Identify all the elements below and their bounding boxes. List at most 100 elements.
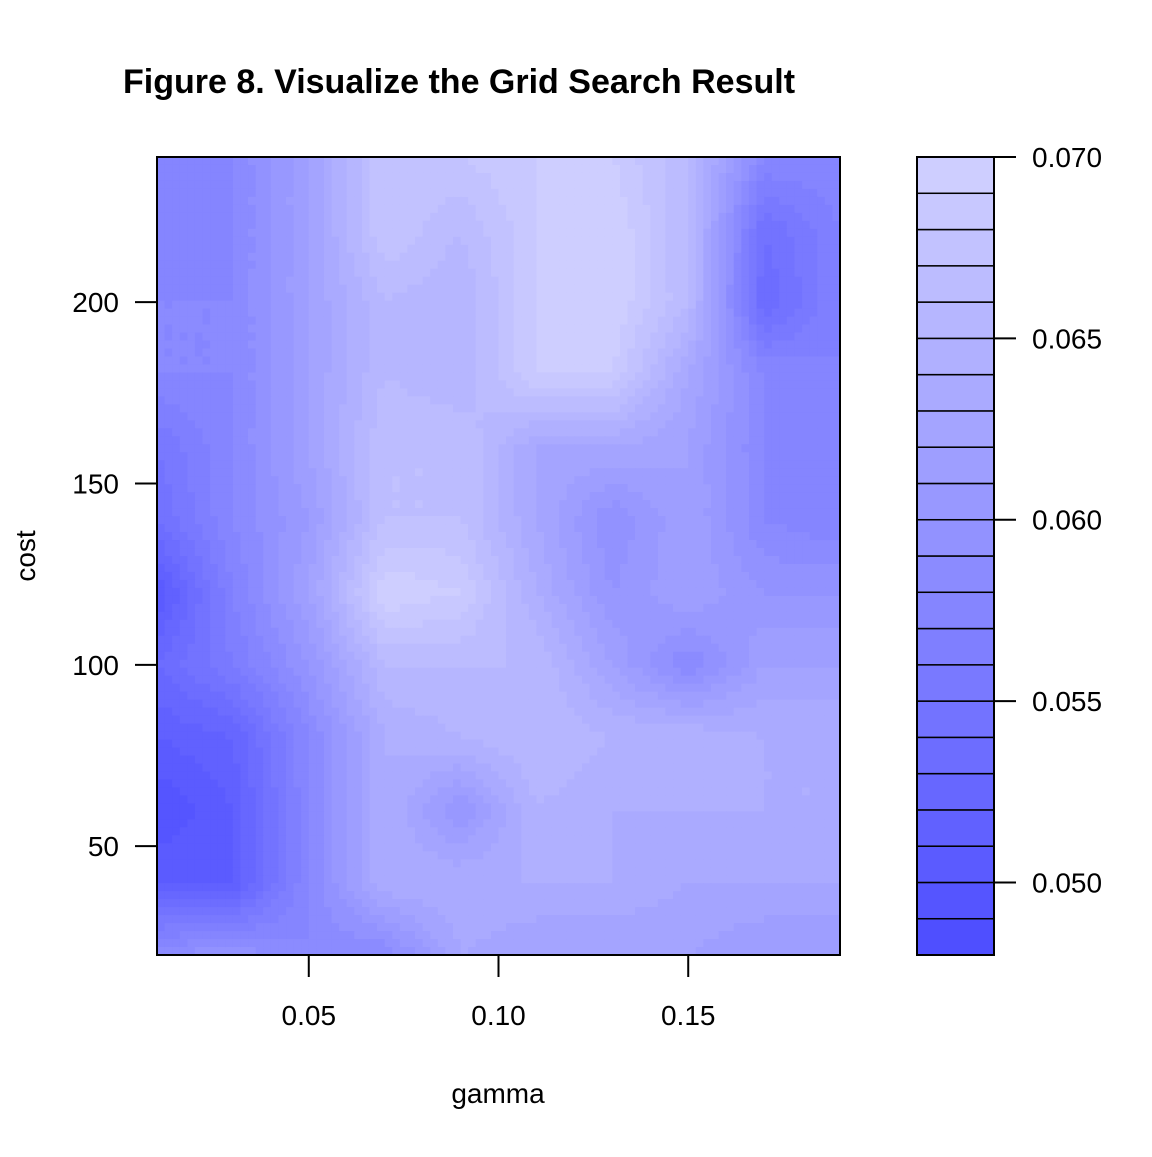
- heatmap-cell: [809, 587, 818, 597]
- heatmap-cell: [399, 268, 409, 278]
- heatmap-cell: [642, 157, 651, 166]
- heatmap-cell: [635, 252, 644, 262]
- heatmap-cell: [475, 212, 484, 222]
- heatmap-cell: [293, 548, 302, 557]
- heatmap-cell: [187, 444, 196, 453]
- heatmap-cell: [551, 540, 560, 549]
- heatmap-cell: [323, 508, 333, 517]
- heatmap-cell: [574, 579, 583, 589]
- heatmap-cell: [756, 292, 765, 302]
- heatmap-cell: [422, 372, 431, 382]
- heatmap-cell: [771, 364, 780, 374]
- heatmap-cell: [316, 372, 325, 382]
- heatmap-cell: [748, 484, 758, 493]
- heatmap-cell: [733, 587, 742, 597]
- heatmap-cell: [452, 348, 462, 358]
- heatmap-cell: [794, 252, 803, 262]
- heatmap-cell: [210, 516, 219, 525]
- heatmap-cell: [490, 579, 500, 589]
- heatmap-cell: [642, 180, 651, 190]
- heatmap-cell: [642, 532, 651, 541]
- heatmap-cell: [308, 157, 317, 166]
- heatmap-cell: [270, 404, 280, 413]
- heatmap-cell: [566, 396, 575, 405]
- heatmap-cell: [194, 340, 204, 350]
- heatmap-cell: [824, 579, 834, 589]
- heatmap-cell: [422, 548, 431, 557]
- heatmap-cell: [521, 204, 530, 214]
- heatmap-cell: [650, 324, 659, 334]
- heatmap-cell: [187, 412, 196, 421]
- heatmap-cell: [437, 460, 446, 469]
- heatmap-cell: [301, 188, 310, 198]
- heatmap-cell: [506, 412, 515, 421]
- heatmap-cell: [422, 164, 431, 174]
- heatmap-cell: [157, 587, 166, 597]
- heatmap-cell: [551, 436, 560, 445]
- heatmap-cell: [164, 556, 173, 565]
- heatmap-cell: [650, 484, 659, 493]
- heatmap-cell: [225, 212, 234, 222]
- heatmap-cell: [232, 308, 242, 318]
- heatmap-cell: [627, 316, 636, 326]
- heatmap-cell: [748, 563, 758, 573]
- heatmap-cell: [513, 236, 522, 246]
- heatmap-cell: [225, 556, 234, 565]
- heatmap-cell: [430, 260, 439, 270]
- heatmap-cell: [460, 212, 469, 222]
- heatmap-cell: [764, 372, 773, 382]
- heatmap-cell: [232, 164, 242, 174]
- heatmap-cell: [726, 420, 735, 429]
- heatmap-cell: [551, 532, 560, 541]
- heatmap-cell: [248, 571, 257, 581]
- heatmap-cell: [452, 579, 462, 589]
- heatmap-cell: [217, 460, 226, 469]
- heatmap-cell: [187, 396, 196, 405]
- heatmap-cell: [741, 284, 750, 294]
- heatmap-cell: [301, 412, 310, 421]
- heatmap-cell: [286, 396, 295, 405]
- heatmap-cell: [581, 364, 591, 374]
- heatmap-cell: [187, 388, 196, 397]
- heatmap-cell: [399, 444, 409, 453]
- heatmap-cell: [475, 436, 484, 445]
- heatmap-cell: [764, 484, 773, 493]
- heatmap-cell: [764, 244, 773, 254]
- heatmap-cell: [293, 316, 302, 326]
- heatmap-cell: [354, 428, 363, 437]
- heatmap-cell: [786, 300, 796, 310]
- heatmap-cell: [164, 172, 173, 182]
- heatmap-cell: [430, 436, 439, 445]
- heatmap-cell: [407, 460, 416, 469]
- heatmap-cell: [733, 452, 742, 461]
- heatmap-cell: [741, 324, 750, 334]
- heatmap-cell: [445, 157, 454, 166]
- heatmap-cell: [581, 228, 591, 238]
- heatmap-cell: [179, 292, 188, 302]
- heatmap-cell: [339, 460, 348, 469]
- heatmap-cell: [559, 532, 568, 541]
- heatmap-cell: [392, 204, 401, 214]
- heatmap-cell: [756, 436, 765, 445]
- heatmap-cell: [650, 220, 659, 230]
- heatmap-cell: [301, 244, 310, 254]
- heatmap-cell: [187, 540, 196, 549]
- heatmap-cell: [536, 516, 545, 525]
- heatmap-cell: [802, 571, 811, 581]
- heatmap-cell: [172, 595, 181, 605]
- heatmap-cell: [248, 276, 257, 286]
- heatmap-cell: [392, 164, 401, 174]
- heatmap-cell: [604, 252, 613, 262]
- heatmap-cell: [786, 436, 796, 445]
- heatmap-cell: [210, 180, 219, 190]
- heatmap-cell: [293, 563, 302, 573]
- heatmap-cell: [240, 220, 249, 230]
- heatmap-cell: [483, 236, 492, 246]
- heatmap-cell: [164, 324, 173, 334]
- heatmap-cell: [597, 571, 606, 581]
- heatmap-cell: [490, 524, 500, 533]
- heatmap-cell: [361, 468, 371, 477]
- heatmap-cell: [635, 444, 644, 453]
- heatmap-cell: [331, 372, 340, 382]
- heatmap-cell: [771, 244, 780, 254]
